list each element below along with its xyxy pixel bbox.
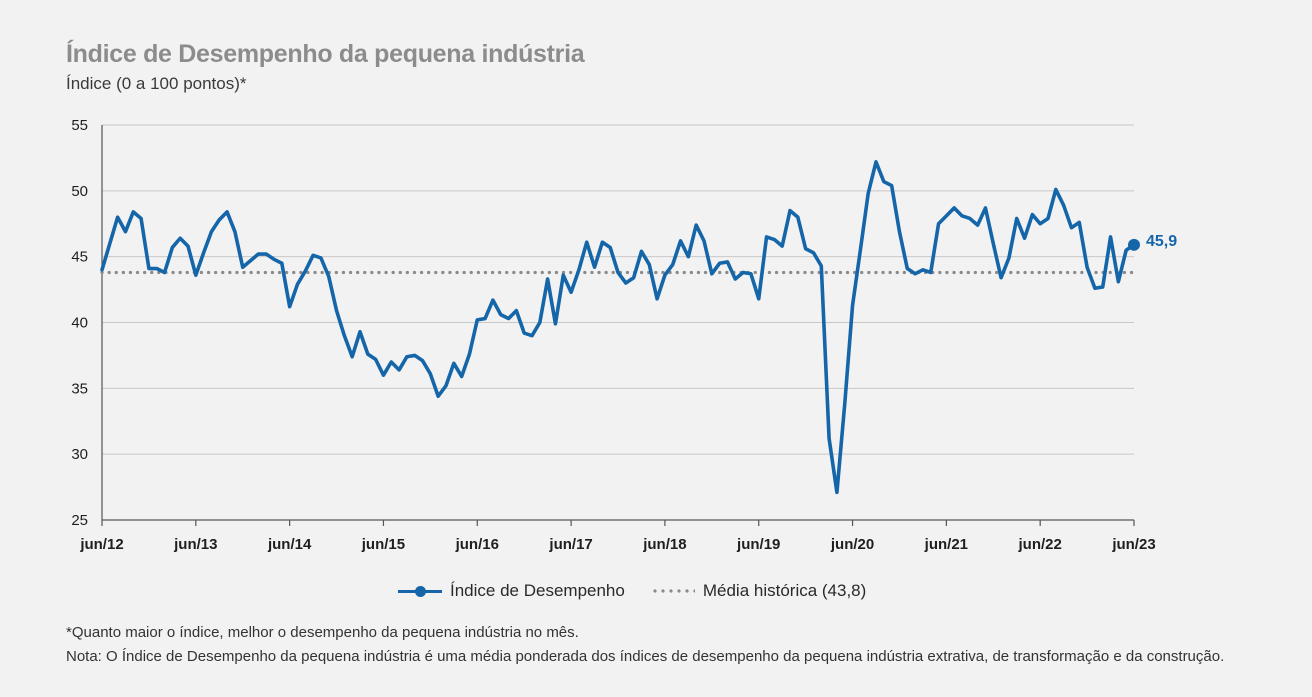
- chart-subtitle: Índice (0 a 100 pontos)*: [66, 74, 247, 93]
- series-line: [100, 160, 1136, 495]
- x-tick-label: jun/12: [79, 536, 123, 553]
- last-point-marker: [1128, 238, 1140, 251]
- y-tick-label: 40: [71, 315, 88, 332]
- last-value-label: 45,9: [1146, 233, 1177, 250]
- y-tick-label: 55: [71, 117, 88, 134]
- legend-series-swatch: [398, 581, 442, 601]
- x-tick-label: jun/16: [455, 536, 499, 553]
- x-tick-label: jun/15: [361, 536, 405, 553]
- x-tick-label: jun/22: [1018, 536, 1062, 553]
- legend-average-label: Média histórica (43,8): [702, 581, 867, 600]
- y-tick-label: 35: [71, 380, 88, 397]
- x-tick-label: jun/21: [924, 536, 968, 553]
- x-tick-label: jun/14: [267, 536, 312, 553]
- y-tick-label: 25: [71, 512, 88, 529]
- legend-item-average[interactable]: Média histórica (43,8): [650, 581, 867, 601]
- footnote-2: Nota: O Índice de Desempenho da pequena …: [66, 648, 1225, 665]
- footnote-1: *Quanto maior o índice, melhor o desempe…: [66, 624, 579, 641]
- x-tick-label: jun/20: [830, 536, 874, 553]
- x-tick-label: jun/18: [642, 536, 686, 553]
- x-tick-label: jun/17: [548, 536, 592, 553]
- y-tick-label: 30: [71, 446, 88, 463]
- x-tick-label: jun/13: [173, 536, 217, 553]
- chart-legend: Índice de Desempenho Média histórica (43…: [398, 581, 892, 601]
- chart-title: Índice de Desempenho da pequena indústri…: [66, 40, 585, 68]
- legend-item-series[interactable]: Índice de Desempenho: [398, 581, 625, 601]
- y-tick-label: 45: [71, 249, 88, 266]
- legend-series-label: Índice de Desempenho: [450, 581, 625, 600]
- x-tick-label: jun/23: [1111, 536, 1155, 553]
- legend-average-swatch: [650, 581, 695, 601]
- y-tick-label: 50: [71, 183, 88, 200]
- x-tick-label: jun/19: [736, 536, 780, 553]
